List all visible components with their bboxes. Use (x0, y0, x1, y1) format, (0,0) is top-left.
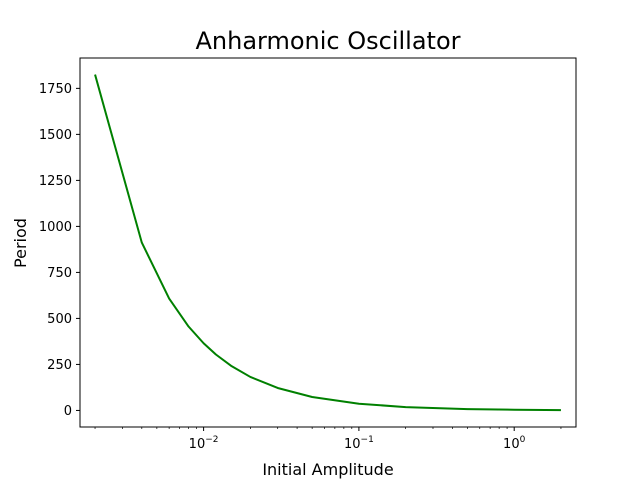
series-line (94, 74, 561, 412)
chart-title: Anharmonic Oscillator (195, 27, 460, 55)
x-tick-label-base: 10 (503, 437, 520, 452)
y-tick-label: 1000 (39, 220, 72, 235)
x-tick-label-exponent: −2 (205, 435, 218, 445)
x-tick-label-base: 10 (344, 437, 361, 452)
x-tick-label: 100 (503, 435, 526, 452)
y-tick-label: 1750 (39, 82, 72, 97)
x-tick-label-exponent: −1 (361, 435, 374, 445)
x-tick-label: 10−1 (344, 435, 374, 452)
x-tick-label: 10−2 (189, 435, 219, 452)
x-tick-label-base: 10 (189, 437, 206, 452)
y-tick-label: 1250 (39, 174, 72, 189)
y-tick-label: 1500 (39, 128, 72, 143)
plot-area-frame (79, 57, 577, 428)
y-tick-label: 750 (47, 266, 72, 281)
y-axis-ticks: 0 250 500 750 1000 1250 1500 1750 (39, 82, 80, 419)
x-tick-label-exponent: 0 (520, 435, 526, 445)
y-tick-label: 500 (47, 312, 72, 327)
x-axis-label: Initial Amplitude (262, 460, 393, 479)
y-tick-label: 250 (47, 358, 72, 373)
y-tick-label: 0 (64, 404, 72, 419)
x-axis-ticks: 10−2 10−1 100 (94, 427, 562, 452)
y-axis-label: Period (11, 218, 30, 268)
